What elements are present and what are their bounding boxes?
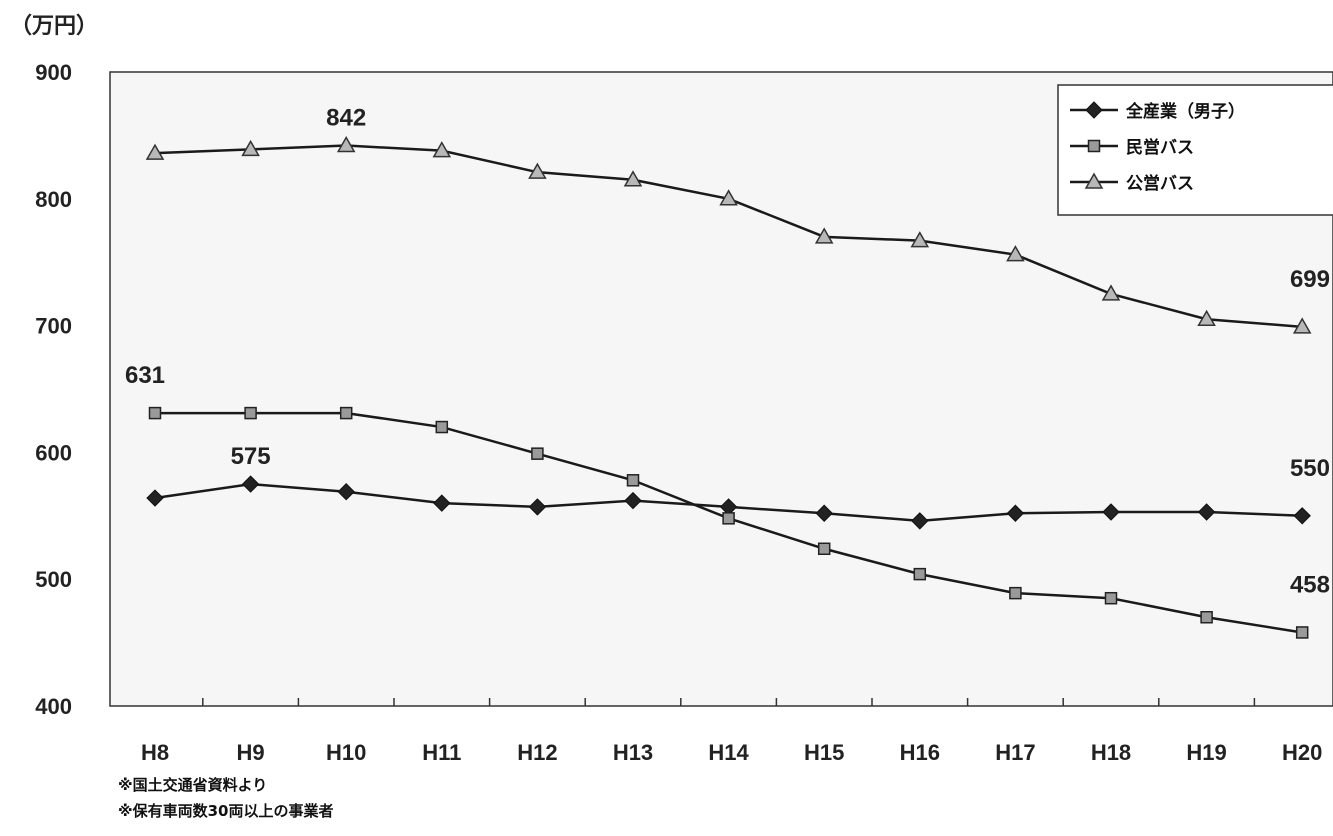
legend-box xyxy=(1057,84,1333,216)
y-tick-label: 500 xyxy=(35,567,72,592)
data-point-1 xyxy=(433,494,451,512)
data-point-1 xyxy=(1293,507,1311,525)
data-point-3 xyxy=(719,189,738,206)
data-point-1 xyxy=(815,504,833,522)
x-tick-label: H13 xyxy=(613,740,653,765)
legend-label-2: 民営バス xyxy=(1126,137,1194,158)
data-point-3 xyxy=(336,136,356,153)
data-label: 842 xyxy=(326,105,366,132)
legend-marker-3 xyxy=(1084,172,1104,189)
data-point-3 xyxy=(1101,284,1121,301)
data-point-1 xyxy=(624,491,642,510)
source-notes: ※国土交通省資料より ※保有車両数30両以上の事業者 xyxy=(118,776,333,820)
x-tick-label: H19 xyxy=(1186,740,1226,765)
data-point-1 xyxy=(1102,503,1120,521)
x-tick-label: H18 xyxy=(1091,740,1131,765)
data-point-1 xyxy=(528,498,547,516)
legend-label-1: 全産業（男子） xyxy=(1125,101,1245,122)
data-label: 458 xyxy=(1290,571,1330,598)
y-axis-ticks: 400 500 600 700 800 900 xyxy=(35,60,72,719)
data-point-2 xyxy=(1009,586,1022,600)
data-point-2 xyxy=(435,420,449,434)
data-point-2 xyxy=(244,406,257,420)
data-point-3 xyxy=(1197,309,1216,327)
data-point-3 xyxy=(1006,245,1025,262)
y-axis-unit-label: （万円） xyxy=(10,14,98,39)
data-point-1 xyxy=(911,512,929,530)
data-point-3 xyxy=(1292,317,1312,334)
data-point-3 xyxy=(528,162,547,179)
legend-marker-1 xyxy=(1085,101,1103,119)
data-point-3 xyxy=(145,143,165,160)
x-tick-label: H16 xyxy=(900,740,940,765)
data-point-2 xyxy=(817,542,831,556)
x-tick-label: H10 xyxy=(326,740,366,765)
data-point-2 xyxy=(339,406,353,420)
data-point-1 xyxy=(337,483,355,501)
data-point-3 xyxy=(432,141,452,158)
data-label: 699 xyxy=(1290,266,1330,293)
data-label: 575 xyxy=(231,443,271,470)
x-tick-label: H17 xyxy=(995,740,1035,765)
x-tick-label: H14 xyxy=(708,740,749,765)
y-tick-label: 600 xyxy=(35,440,72,465)
data-label: 631 xyxy=(125,362,165,389)
data-point-3 xyxy=(814,227,834,244)
x-tick-label: H8 xyxy=(141,740,169,765)
data-point-1 xyxy=(1197,503,1216,521)
x-tick-label: H20 xyxy=(1282,740,1322,765)
data-point-3 xyxy=(623,170,643,187)
data-point-2 xyxy=(722,512,735,525)
source-note: ※保有車両数30両以上の事業者 xyxy=(118,802,333,820)
x-tick-label: H11 xyxy=(422,740,461,765)
x-tick-label: H9 xyxy=(237,740,265,765)
data-point-1 xyxy=(1006,504,1025,522)
data-point-2 xyxy=(1295,626,1309,639)
y-tick-label: 800 xyxy=(35,187,72,212)
series-markers xyxy=(145,136,1312,639)
legend-label-3: 公営バス xyxy=(1126,173,1194,194)
data-point-3 xyxy=(241,139,260,157)
y-tick-label: 900 xyxy=(35,60,72,85)
data-point-2 xyxy=(148,406,162,420)
data-point-3 xyxy=(910,231,930,248)
data-point-1 xyxy=(146,489,164,507)
x-tick-label: H15 xyxy=(804,740,844,765)
data-label: 550 xyxy=(1290,455,1330,482)
data-point-2 xyxy=(626,474,640,487)
data-point-2 xyxy=(1200,610,1213,624)
y-tick-label: 400 xyxy=(35,694,72,719)
x-tick-label: H12 xyxy=(517,740,557,765)
legend-marker-2 xyxy=(1087,139,1101,153)
data-point-2 xyxy=(531,447,544,460)
source-note: ※国土交通省資料より xyxy=(118,776,267,794)
data-labels: 842 699 631 458 575 550 xyxy=(125,105,1330,599)
y-tick-label: 700 xyxy=(35,314,72,339)
data-point-2 xyxy=(1104,591,1118,605)
x-axis: H8 H9 H10 H11 H12 H13 H14 H15 H16 H17 H18 H19 H20 xyxy=(141,698,1322,765)
data-point-2 xyxy=(913,567,927,581)
data-point-1 xyxy=(241,475,260,493)
